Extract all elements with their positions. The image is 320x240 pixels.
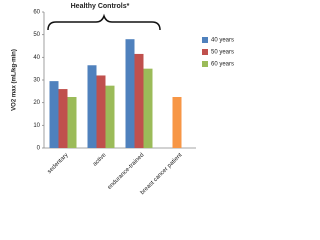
brace bbox=[47, 13, 161, 31]
y-axis-title: VO2 max (mL/kg·min) bbox=[12, 49, 18, 111]
y-tick-label: 50 bbox=[33, 32, 40, 38]
legend-swatch bbox=[202, 49, 208, 55]
bar bbox=[67, 97, 77, 148]
bar bbox=[58, 89, 68, 148]
y-tick-label: 0 bbox=[37, 146, 41, 152]
y-tick-label: 40 bbox=[33, 55, 40, 61]
bar bbox=[134, 53, 144, 148]
y-tick-label: 30 bbox=[33, 78, 40, 84]
y-tick-label: 20 bbox=[33, 100, 40, 106]
chart: Healthy Controls* VO2 max (mL/kg·min) 0 1… bbox=[12, 3, 234, 196]
bar bbox=[143, 68, 153, 148]
bar bbox=[125, 39, 135, 149]
y-tick-label: 60 bbox=[33, 10, 40, 16]
bar bbox=[172, 97, 182, 148]
x-tick-label: breast cancer patient bbox=[140, 152, 184, 196]
y-tick-label: 10 bbox=[33, 123, 40, 129]
bar bbox=[105, 85, 115, 148]
legend-label: 60 years bbox=[211, 62, 234, 68]
legend-label: 50 years bbox=[211, 50, 234, 56]
x-tick-label: active bbox=[92, 152, 108, 168]
x-tick-label: sedentary bbox=[47, 152, 70, 175]
bar bbox=[96, 75, 106, 148]
legend-swatch bbox=[202, 61, 208, 67]
x-tick-label: endurance-trained bbox=[107, 152, 146, 191]
annotation: Healthy Controls* bbox=[71, 3, 130, 10]
legend-swatch bbox=[202, 37, 208, 43]
bar bbox=[49, 81, 59, 148]
bar bbox=[87, 65, 97, 148]
legend-label: 40 years bbox=[211, 38, 234, 44]
